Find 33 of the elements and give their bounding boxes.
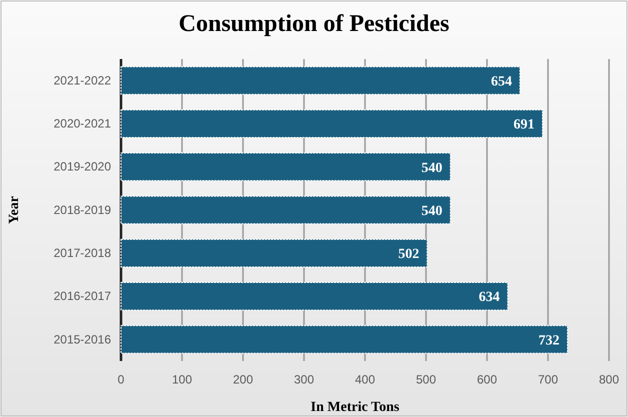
bar — [120, 152, 451, 182]
y-tick-label: 2021-2022 — [54, 73, 112, 88]
bar — [120, 325, 568, 354]
bar — [120, 66, 520, 95]
x-tick-label: 300 — [294, 372, 314, 387]
chart-title: Consumption of Pesticides — [178, 11, 450, 37]
data-label: 540 — [421, 204, 442, 219]
x-tick-label: 500 — [416, 372, 436, 387]
bar — [120, 109, 544, 138]
data-label: 502 — [398, 247, 420, 262]
x-tick-label: 400 — [354, 372, 376, 387]
data-label: 634 — [478, 290, 500, 306]
x-tick-label: 600 — [476, 372, 498, 387]
x-tick-label: 200 — [232, 372, 254, 387]
bar — [120, 238, 428, 268]
y-tick-label: 2015-2016 — [54, 332, 112, 346]
data-label: 654 — [490, 74, 512, 90]
y-tick-label: 2018-2019 — [54, 202, 112, 217]
data-label: 691 — [514, 118, 535, 133]
x-axis-title: In Metric Tons — [310, 400, 400, 415]
y-tick-label: 2017-2018 — [54, 246, 112, 260]
bar — [120, 282, 508, 311]
data-label: 732 — [538, 333, 560, 348]
x-tick-label: 100 — [172, 372, 192, 387]
y-tick-label: 2019-2020 — [54, 160, 112, 174]
data-label: 540 — [421, 160, 442, 176]
y-axis-title: Year — [7, 196, 22, 224]
x-tick-label: 800 — [598, 372, 620, 387]
bar — [120, 196, 451, 224]
y-tick-label: 2016-2017 — [54, 289, 112, 304]
x-tick-label: 0 — [118, 372, 125, 387]
y-tick-label: 2020-2021 — [54, 116, 112, 131]
x-tick-label: 700 — [538, 372, 558, 387]
